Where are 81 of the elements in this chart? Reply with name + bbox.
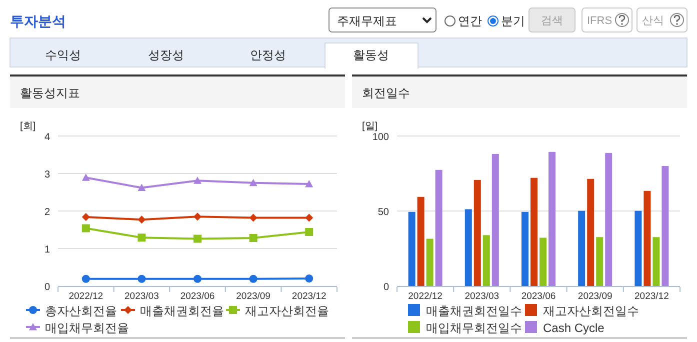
text: 투자분석 (10, 13, 66, 29)
legend-label: 매출채권회전율 (140, 304, 224, 318)
point (138, 216, 146, 224)
point (249, 274, 258, 283)
x-tick-label: 2022/12 (68, 291, 104, 302)
text: 검색 (541, 15, 563, 27)
legend-label: 매입채무회전일수 (426, 321, 522, 335)
bar (540, 238, 546, 286)
y-axis-title: [회] (20, 121, 36, 132)
legend-label: Cash Cycle (543, 321, 605, 335)
bar (426, 238, 434, 286)
bar (578, 210, 586, 286)
point (138, 184, 146, 191)
point (194, 234, 202, 243)
point (194, 274, 202, 283)
bar (435, 170, 442, 286)
text: 분기 (501, 14, 525, 28)
bar (408, 212, 416, 286)
y-tick-label: 0 (44, 282, 50, 293)
bar (662, 166, 669, 286)
y-tick-label: 50 (378, 207, 390, 218)
text: 수익성 (45, 48, 81, 62)
x-tick-label: 2023/09 (578, 291, 612, 302)
y-tick-label: 1 (44, 244, 50, 256)
bar (596, 237, 604, 286)
legend-label: 매출채권회전일수 (426, 304, 522, 318)
chart-title: 활동성지표 (20, 86, 80, 100)
bar (474, 180, 481, 286)
legend-label: 매입채무회전율 (45, 321, 129, 335)
x-tick-label: 2023/03 (464, 291, 500, 302)
text: 산식 (642, 15, 664, 27)
point (249, 234, 258, 242)
x-tick-label: 2023/12 (634, 291, 669, 302)
point (249, 214, 258, 222)
point (82, 274, 90, 283)
point (138, 274, 146, 283)
text: 성장성 (148, 48, 184, 62)
x-tick-label: 2023/03 (124, 291, 159, 302)
bar (417, 196, 424, 286)
x-tick-label: 2023/06 (521, 291, 556, 302)
point (305, 228, 314, 236)
x-tick-label: 2023/09 (236, 291, 270, 302)
text: 연간 (458, 14, 482, 28)
legend-label: 총자산회전율 (45, 304, 117, 318)
x-tick-label: 2023/12 (292, 291, 326, 302)
point (194, 176, 202, 184)
chart-title: 회전일수 (362, 86, 410, 100)
bar (587, 178, 594, 286)
point (305, 274, 314, 282)
point (82, 224, 90, 232)
x-tick-label: 2023/06 (180, 291, 215, 302)
y-tick-label: 4 (44, 132, 50, 143)
point (305, 214, 314, 222)
y-tick-label: 3 (44, 170, 50, 180)
y-tick-label: 2 (44, 207, 50, 218)
bar (464, 209, 472, 286)
legend-label: 재고자산회전일수 (543, 304, 639, 318)
bar (548, 152, 556, 286)
y-tick-label: 0 (383, 282, 390, 293)
point (305, 180, 314, 188)
point (194, 212, 202, 221)
text: 주재무제표 (337, 14, 397, 28)
text: IFRS (587, 15, 612, 27)
bar (522, 212, 528, 286)
bar (530, 178, 538, 286)
bar (634, 210, 642, 286)
x-tick-label: 2022/12 (408, 291, 442, 302)
text: 안정성 (250, 48, 286, 62)
bar (492, 154, 499, 286)
legend-label: 재고자산회전율 (245, 304, 329, 318)
point (82, 174, 90, 181)
text: 활동성 (353, 48, 389, 62)
bar (605, 152, 612, 286)
point (138, 234, 146, 242)
point (82, 213, 90, 221)
bar (652, 237, 660, 286)
y-tick-label: 100 (372, 132, 390, 143)
point (249, 178, 258, 186)
bar (644, 190, 651, 286)
y-axis-title: [일] (362, 121, 378, 132)
bar (482, 235, 490, 286)
